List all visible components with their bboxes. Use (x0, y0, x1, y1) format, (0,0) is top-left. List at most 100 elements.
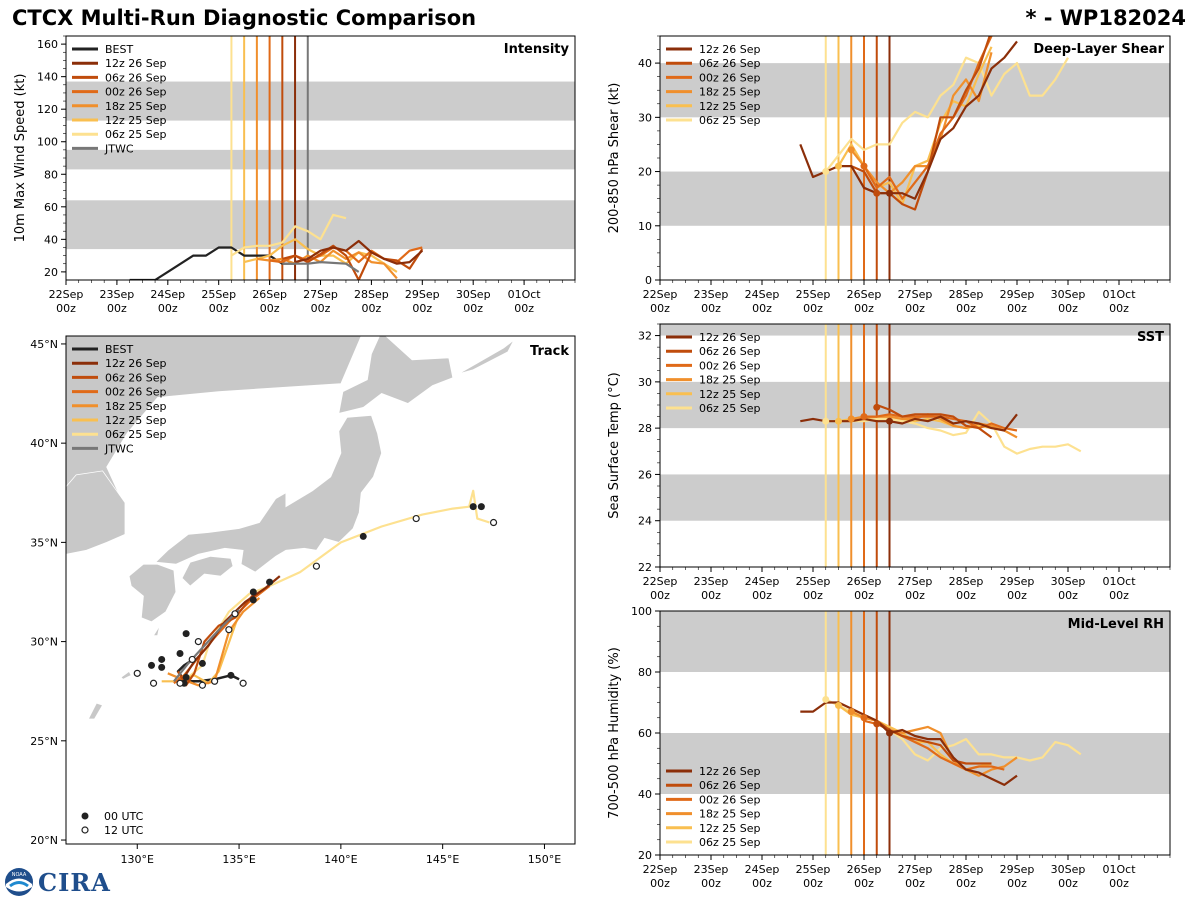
x-tick-label: 01Oct (508, 288, 542, 301)
track-point-00z (158, 663, 166, 671)
noaa-logo-icon: NOAA (5, 868, 33, 896)
track-point-00z (182, 673, 190, 681)
y-tick-label: 40 (638, 788, 652, 801)
legend-label-jtwc: JTWC (104, 142, 134, 155)
track-point-12z (176, 679, 184, 687)
y-axis-label: 10m Max Wind Speed (kt) (13, 74, 28, 243)
x-tick-label: 24Sep (745, 288, 780, 301)
x-tick-label: 25Sep (796, 288, 831, 301)
y-axis-label: 700-500 hPa Humidity (%) (607, 647, 622, 819)
y-tick-label: 10 (638, 220, 652, 233)
y-tick-label: 24 (638, 515, 652, 528)
y-tick-label: 80 (44, 168, 58, 181)
x-tick-label: 00z (956, 589, 976, 602)
track-point-12z (225, 626, 233, 634)
x-tick-label: 24Sep (745, 863, 780, 876)
x-tick-label: 25Sep (796, 863, 831, 876)
x-tick-label: 26Sep (252, 288, 287, 301)
x-tick-label: 26Sep (847, 288, 882, 301)
x-tick-label: 00z (1109, 877, 1129, 890)
track-chart: 130°E 135°E 140°E 145°E 150°E 20°N 25°N 30°N 35°… (30, 335, 576, 866)
x-tick-label: 00z (803, 302, 823, 315)
legend-label-12z-26-sep: 12z 26 Sep (105, 357, 167, 370)
x-tick-label: 22Sep (643, 288, 678, 301)
series-line-12z-26-sep (294, 239, 424, 265)
x-tick-label: 00z (854, 302, 874, 315)
init-marker-18z-25-sep (847, 415, 855, 423)
series-line-18z-25-sep (256, 249, 398, 280)
land-okinawa (87, 702, 104, 720)
storm-id: * - WP182024 (1025, 6, 1186, 30)
x-tick-label: 00z (956, 302, 976, 315)
x-tick-label: 29Sep (1000, 575, 1035, 588)
x-tick-label: 00z (412, 302, 432, 315)
x-tick-label: 00z (650, 302, 670, 315)
y-tick-label: 60 (44, 201, 58, 214)
land-honshu (154, 414, 383, 573)
x-tick-label: 00z (1058, 589, 1078, 602)
y-tick-label: 32 (638, 330, 652, 343)
track-point-12z (133, 669, 141, 677)
threshold-band (660, 63, 1170, 118)
x-tick-label: 135°E (222, 853, 255, 866)
marker-legend-12z-label: 12 UTC (104, 824, 144, 837)
x-tick-label: 23Sep (100, 288, 135, 301)
y-tick-label: 120 (37, 103, 58, 116)
y-tick-label: 140 (37, 71, 58, 84)
track-point-00z (477, 503, 485, 511)
x-tick-label: 00z (854, 877, 874, 890)
legend-label-18z-25-sep: 18z 25 Sep (699, 374, 761, 387)
panel-title: Intensity (504, 42, 570, 57)
legend-label-best: BEST (105, 343, 133, 356)
track-line-jtwc (173, 609, 240, 682)
legend-label-00z-26-sep: 00z 26 Sep (105, 386, 167, 399)
x-tick-label: 00z (1109, 589, 1129, 602)
page-title: CTCX Multi-Run Diagnostic Comparison (12, 6, 477, 30)
x-tick-label: 00z (854, 589, 874, 602)
legend-label-18z-25-sep: 18z 25 Sep (699, 86, 761, 99)
x-tick-label: 24Sep (745, 575, 780, 588)
series-group (129, 213, 424, 280)
init-marker-18z-25-sep (847, 146, 855, 154)
series-line-06z-26-sep (876, 719, 992, 765)
legend-label-06z-26-sep: 06z 26 Sep (105, 71, 167, 84)
series-group (799, 36, 1069, 211)
track-point-12z (211, 677, 219, 685)
track-point-12z (149, 679, 158, 687)
y-tick-label: 20°N (30, 834, 58, 847)
legend-label-06z-25-sep: 06z 25 Sep (699, 836, 761, 849)
track-point-00z (198, 659, 206, 667)
threshold-band (660, 611, 1170, 672)
y-tick-label: 25°N (30, 735, 58, 748)
x-tick-label: 00z (905, 877, 925, 890)
plot-area (660, 324, 1170, 567)
series-line-06z-26-sep (850, 36, 991, 211)
x-tick-label: 28Sep (354, 288, 389, 301)
legend-label-06z-25-sep: 06z 25 Sep (105, 128, 167, 141)
x-tick-label: 00z (514, 302, 534, 315)
cira-logo-text: CIRA (38, 867, 111, 897)
track-point-12z (231, 610, 239, 618)
x-tick-label: 00z (752, 589, 772, 602)
x-tick-label: 00z (56, 302, 76, 315)
x-tick-label: 00z (752, 877, 772, 890)
x-tick-label: 130°E (121, 853, 154, 866)
track-point-12z (198, 681, 207, 689)
plot-frame (65, 335, 576, 845)
panel-title: Track (530, 344, 569, 359)
land-korea (66, 470, 126, 555)
panel-title: Deep-Layer Shear (1033, 42, 1164, 57)
y-tick-label: 30 (638, 111, 652, 124)
x-tick-label: 00z (701, 877, 721, 890)
threshold-band (660, 474, 1170, 521)
x-tick-label: 00z (463, 302, 483, 315)
init-marker-06z-25-sep (822, 168, 830, 176)
y-tick-label: 20 (44, 266, 58, 279)
x-tick-label: 01Oct (1102, 288, 1136, 301)
x-tick-label: 28Sep (949, 575, 984, 588)
x-tick-label: 00z (650, 877, 670, 890)
sst-chart: 22 24 26 28 30 32 Sea Surface Temp (°C) SST 22Se… (607, 323, 1171, 602)
y-tick-label: 20 (638, 849, 652, 862)
init-marker-06z-25-sep (822, 695, 830, 703)
track-point-00z (249, 588, 257, 596)
